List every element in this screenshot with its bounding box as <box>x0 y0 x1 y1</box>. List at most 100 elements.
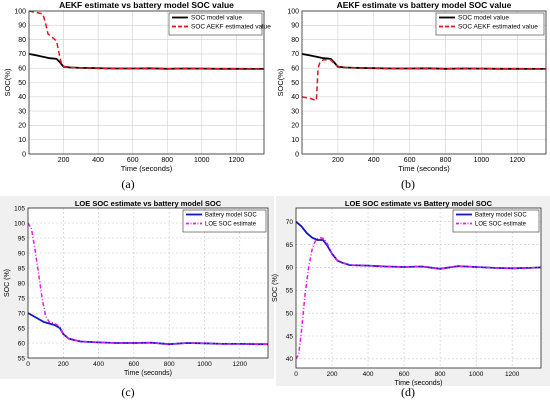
y-tick-label: 55 <box>18 355 26 362</box>
x-tick-label: 200 <box>327 371 338 378</box>
legend: SOC model value SOC AEKF estimated value <box>168 12 271 36</box>
x-tick-label: 400 <box>93 361 104 368</box>
x-tick-label: 600 <box>404 157 416 164</box>
legend-box <box>182 209 267 233</box>
x-tick-label: 800 <box>161 157 173 164</box>
y-tick-label: 40 <box>286 356 294 363</box>
y-tick-label: 0 <box>295 151 299 158</box>
y-tick-label: 80 <box>18 280 26 287</box>
plot-frame <box>27 207 269 359</box>
x-tick-label: 200 <box>58 361 69 368</box>
legend-entry: LOE SOC estimate <box>205 222 257 228</box>
y-tick-label: 65 <box>286 242 294 249</box>
legend-entry: SOC model value <box>458 15 509 22</box>
plot-frame <box>295 207 542 369</box>
chart-panel-2: 55 60 65 70 75 80 85 90 95 100 105 0 200 400 600 800 100… <box>0 196 274 379</box>
caption-a: (a) <box>121 177 135 191</box>
series-line-1 <box>28 222 268 345</box>
y-tick-label: 105 <box>14 205 25 212</box>
chart-panel-3: 40 45 50 55 60 65 70 0 200 400 600 800 1000 1200 LOE S… <box>272 196 550 387</box>
legend-box <box>435 12 545 36</box>
y-tick-label: 85 <box>18 265 26 272</box>
y-axis-label: SOC (%) <box>272 274 279 302</box>
series-line-1 <box>29 11 264 70</box>
x-axis-label: Time (seconds) <box>395 380 443 387</box>
x-tick-label: 400 <box>363 371 374 378</box>
y-tick-label: 10 <box>291 137 299 144</box>
x-tick-label: 200 <box>58 157 70 164</box>
y-tick-label: 70 <box>18 310 26 317</box>
y-axis-label: SOC (%) <box>4 269 11 297</box>
chart-panel-0: 0 10 20 30 40 50 60 70 80 90 100 200 400 600 800 1000 12… <box>3 0 271 173</box>
legend: Battery model SOC LOE SOC estimate <box>452 209 540 233</box>
y-tick-label: 60 <box>18 340 26 347</box>
x-axis-label: Time (seconds) <box>121 164 173 173</box>
x-tick-label: 0 <box>26 361 30 368</box>
y-tick-label: 100 <box>14 220 25 227</box>
y-tick-label: 0 <box>22 151 26 158</box>
y-tick-label: 50 <box>286 310 294 317</box>
y-tick-label: 20 <box>18 123 26 130</box>
x-tick-label: 1200 <box>233 361 248 368</box>
legend-entry: LOE SOC estimate <box>475 222 527 228</box>
chart-title: AEKF estimate vs battery model SOC value <box>337 0 512 10</box>
y-tick-label: 70 <box>286 219 294 226</box>
plot-area <box>296 208 541 368</box>
y-tick-label: 65 <box>18 325 26 332</box>
y-tick-label: 60 <box>18 66 26 73</box>
y-tick-label: 100 <box>287 8 299 15</box>
legend: Battery model SOC LOE SOC estimate <box>182 209 267 233</box>
y-axis-label: SOC(%) <box>276 68 285 96</box>
y-tick-label: 95 <box>18 235 26 242</box>
y-tick-label: 75 <box>18 295 26 302</box>
y-tick-label: 55 <box>286 288 294 295</box>
plot-frame <box>301 10 547 155</box>
caption-c: (c) <box>121 385 135 399</box>
legend-box <box>452 209 540 233</box>
y-tick-label: 60 <box>291 66 299 73</box>
x-tick-label: 1200 <box>505 371 520 378</box>
x-tick-label: 600 <box>128 361 139 368</box>
x-tick-label: 800 <box>164 361 175 368</box>
x-tick-label: 800 <box>440 157 452 164</box>
y-tick-label: 70 <box>291 51 299 58</box>
y-tick-label: 50 <box>291 80 299 87</box>
y-tick-label: 80 <box>18 37 26 44</box>
legend-entry: SOC model value <box>191 15 242 22</box>
y-axis-label: SOC(%) <box>3 68 12 96</box>
legend-entry: SOC AEKF estimated value <box>191 24 271 31</box>
y-tick-label: 90 <box>18 23 26 30</box>
y-tick-label: 10 <box>18 137 26 144</box>
x-tick-label: 1000 <box>197 361 212 368</box>
legend-box <box>168 12 263 36</box>
caption-d: (d) <box>401 385 415 399</box>
y-tick-label: 50 <box>18 80 26 87</box>
y-tick-label: 90 <box>18 250 26 257</box>
x-tick-label: 600 <box>127 157 139 164</box>
y-tick-label: 70 <box>18 51 26 58</box>
y-tick-label: 20 <box>291 123 299 130</box>
legend-entry: Battery model SOC <box>205 213 257 219</box>
x-tick-label: 1000 <box>194 157 210 164</box>
x-tick-label: 600 <box>399 371 410 378</box>
x-tick-label: 1200 <box>229 157 245 164</box>
series-line-1 <box>302 58 546 102</box>
y-tick-label: 30 <box>291 108 299 115</box>
x-tick-label: 1000 <box>474 157 490 164</box>
x-tick-label: 0 <box>294 371 298 378</box>
chart-title: AEKF estimate vs battery model SOC value <box>59 0 234 10</box>
legend-entry: SOC AEKF estimated value <box>458 24 538 31</box>
y-tick-label: 45 <box>286 333 294 340</box>
series-line-1 <box>296 236 541 360</box>
chart-title: LOE SOC estimate vs battery model SOC <box>75 199 222 208</box>
legend: SOC model value SOC AEKF estimated value <box>435 12 545 36</box>
x-tick-label: 800 <box>435 371 446 378</box>
chart-title: LOE SOC estimate vs Battery model SOC <box>345 199 493 208</box>
y-tick-label: 100 <box>14 8 26 15</box>
y-tick-label: 80 <box>291 37 299 44</box>
x-tick-label: 1200 <box>510 157 526 164</box>
y-tick-label: 40 <box>291 94 299 101</box>
x-tick-label: 1000 <box>469 371 484 378</box>
x-tick-label: 400 <box>92 157 104 164</box>
x-tick-label: 400 <box>368 157 380 164</box>
